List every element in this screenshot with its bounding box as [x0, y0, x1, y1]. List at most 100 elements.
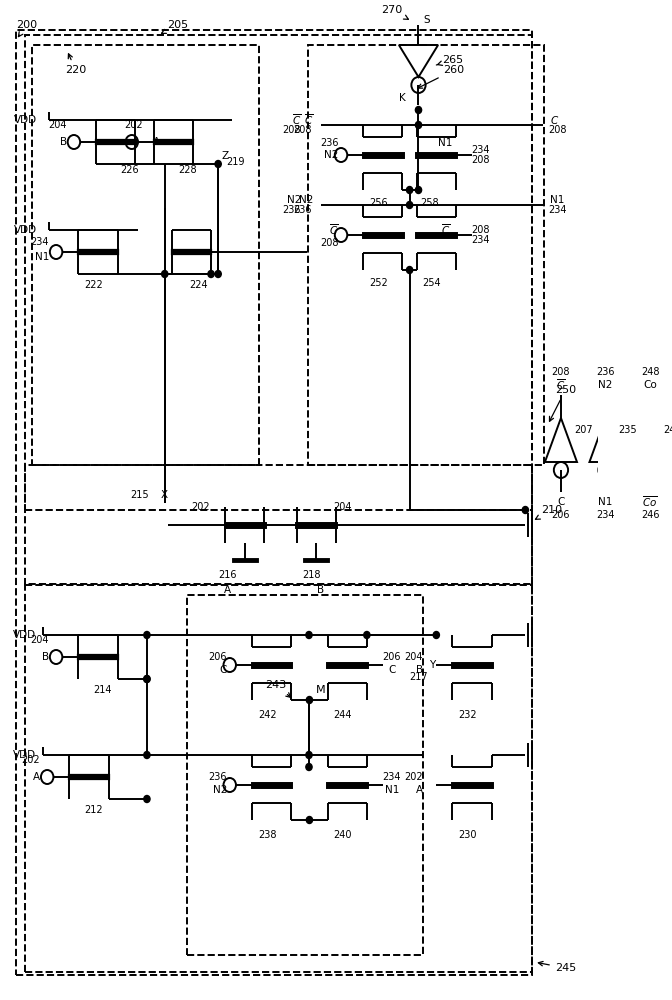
Circle shape: [415, 121, 421, 128]
Text: 234: 234: [596, 510, 615, 520]
Text: 208: 208: [320, 238, 339, 248]
Text: 224: 224: [190, 280, 208, 290]
Text: 265: 265: [436, 55, 463, 65]
Text: B: B: [60, 137, 67, 147]
Text: 208: 208: [293, 125, 312, 135]
Text: VDD: VDD: [13, 750, 36, 760]
Text: VDD: VDD: [14, 225, 38, 235]
Text: 202: 202: [22, 755, 40, 765]
Text: 238: 238: [258, 830, 276, 840]
Text: 204: 204: [48, 120, 67, 130]
Text: Y: Y: [429, 660, 435, 670]
Text: 204: 204: [405, 652, 423, 662]
Circle shape: [144, 676, 150, 682]
Text: 206: 206: [552, 510, 571, 520]
Text: $\overline{C}$: $\overline{C}$: [329, 223, 339, 237]
Text: N2: N2: [324, 150, 339, 160]
Bar: [32, 45, 259, 465]
Text: K: K: [399, 93, 406, 103]
Text: N2: N2: [212, 785, 227, 795]
Text: 216: 216: [218, 570, 237, 580]
Circle shape: [306, 816, 312, 824]
Text: 208: 208: [472, 225, 490, 235]
Text: B: B: [416, 665, 423, 675]
Text: 245: 245: [538, 961, 576, 973]
Text: N1: N1: [384, 785, 399, 795]
Text: 248: 248: [641, 367, 659, 377]
Text: 215: 215: [130, 490, 149, 500]
Text: 236: 236: [208, 772, 227, 782]
Text: 236: 236: [320, 138, 339, 148]
Bar: [187, 595, 423, 955]
Text: Co: Co: [643, 380, 657, 390]
Circle shape: [306, 764, 312, 770]
Circle shape: [306, 632, 312, 639]
Text: B: B: [42, 652, 49, 662]
Text: 258: 258: [420, 198, 439, 208]
Text: 236: 236: [293, 205, 312, 215]
Text: N1: N1: [438, 138, 452, 148]
Text: 243: 243: [265, 680, 291, 697]
Text: 204: 204: [333, 502, 352, 512]
Text: M: M: [316, 685, 325, 695]
Text: $\overline{C}$: $\overline{C}$: [292, 113, 301, 127]
Text: N2: N2: [299, 195, 313, 205]
Circle shape: [144, 796, 150, 802]
Text: 234: 234: [382, 772, 401, 782]
Text: 234: 234: [548, 205, 567, 215]
Text: 217: 217: [409, 672, 428, 682]
Text: 212: 212: [84, 805, 103, 815]
Text: VDD: VDD: [13, 630, 36, 640]
Text: 234: 234: [472, 235, 490, 245]
Text: 200: 200: [16, 20, 37, 37]
Text: $\overline{C}$: $\overline{C}$: [304, 113, 313, 127]
Text: 226: 226: [120, 165, 139, 175]
Text: 219: 219: [226, 157, 245, 167]
Bar: [25, 35, 532, 510]
Circle shape: [522, 506, 528, 514]
Text: 218: 218: [302, 570, 321, 580]
Text: 260: 260: [418, 65, 464, 88]
Text: B: B: [317, 585, 324, 595]
Text: X: X: [161, 490, 168, 500]
Text: 206: 206: [382, 652, 401, 662]
Circle shape: [306, 752, 312, 758]
Text: 210: 210: [536, 505, 562, 519]
Bar: [308, 45, 544, 465]
Text: C: C: [388, 665, 396, 675]
Text: N1: N1: [598, 497, 613, 507]
Text: C: C: [220, 665, 227, 675]
Text: 240: 240: [333, 830, 352, 840]
Circle shape: [407, 266, 413, 273]
Text: A: A: [416, 785, 423, 795]
Circle shape: [215, 160, 221, 167]
Text: 206: 206: [208, 652, 227, 662]
Text: 204: 204: [30, 635, 49, 645]
Text: 222: 222: [84, 280, 103, 290]
Text: 235: 235: [618, 425, 637, 435]
Text: 208: 208: [548, 125, 567, 135]
Circle shape: [215, 270, 221, 277]
Circle shape: [144, 752, 150, 758]
Text: 236: 236: [282, 205, 301, 215]
Text: 208: 208: [552, 367, 571, 377]
Text: $\overline{C}$: $\overline{C}$: [556, 378, 566, 392]
Text: 205: 205: [161, 20, 189, 33]
Text: 250: 250: [550, 385, 576, 421]
Text: 270: 270: [381, 5, 409, 19]
Text: 234: 234: [30, 237, 49, 247]
Circle shape: [306, 696, 312, 704]
Circle shape: [433, 632, 439, 639]
Bar: [25, 465, 532, 585]
Text: C: C: [557, 497, 564, 507]
Text: A: A: [33, 772, 40, 782]
Text: 202: 202: [191, 502, 210, 512]
Text: 244: 244: [333, 710, 352, 720]
Text: 246: 246: [641, 510, 659, 520]
Text: $\overline{Co}$: $\overline{Co}$: [642, 495, 658, 509]
Circle shape: [144, 632, 150, 639]
Text: A: A: [153, 137, 161, 147]
Text: 230: 230: [458, 830, 476, 840]
Text: $\overline{C}$: $\overline{C}$: [441, 223, 450, 237]
Text: A: A: [224, 585, 230, 595]
